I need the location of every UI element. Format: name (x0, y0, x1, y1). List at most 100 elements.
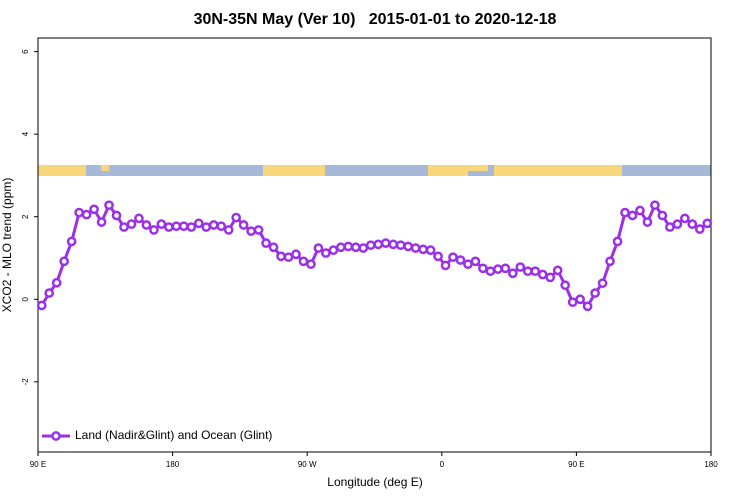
point (336, 242, 346, 253)
point (141, 220, 152, 230)
point (650, 200, 660, 211)
point (216, 221, 227, 232)
point (665, 222, 675, 232)
land-ocean-strip (38, 165, 711, 176)
point (545, 272, 556, 283)
point (552, 265, 563, 276)
point (575, 294, 585, 305)
point (321, 248, 331, 258)
point (373, 239, 384, 250)
point (425, 245, 436, 256)
point (463, 259, 473, 270)
point (74, 207, 84, 218)
point (478, 263, 488, 274)
ocean (38, 165, 711, 176)
point (582, 301, 593, 312)
point (306, 259, 316, 270)
land (38, 165, 86, 176)
legend-label: Land (Nadir&Glint) and Ocean (Glint) (75, 428, 272, 442)
point (620, 207, 630, 218)
x-tick-label: 180 (166, 460, 180, 469)
legend-marker (51, 431, 61, 441)
point (36, 300, 47, 311)
point (134, 213, 144, 224)
point (156, 219, 167, 230)
land (101, 165, 109, 171)
point (560, 280, 571, 291)
point (283, 252, 294, 263)
y-tick-label: 4 (21, 131, 30, 136)
point (350, 242, 361, 253)
point (530, 266, 541, 277)
point (246, 226, 256, 237)
point (657, 210, 668, 221)
y-tick-label: 6 (21, 49, 30, 54)
point (694, 224, 705, 234)
point (44, 288, 55, 298)
point (635, 205, 645, 216)
point (605, 256, 615, 267)
point (171, 221, 182, 232)
point (223, 225, 234, 235)
point (343, 241, 354, 252)
point (672, 219, 683, 230)
point (679, 213, 690, 224)
point (298, 256, 309, 267)
point (59, 256, 70, 267)
x-tick-label: 90 E (568, 460, 584, 469)
point (448, 252, 458, 263)
point (455, 255, 466, 265)
point (507, 268, 518, 279)
point (597, 278, 608, 289)
point (590, 288, 600, 298)
point (313, 243, 324, 253)
land (263, 165, 325, 176)
point (89, 204, 99, 215)
point (238, 220, 249, 230)
x-tick-label: 90 E (30, 460, 46, 469)
x-tick-label: 90 W (298, 460, 317, 469)
land (494, 165, 622, 176)
point (418, 244, 428, 255)
point (433, 251, 443, 262)
point (522, 266, 533, 277)
point (627, 210, 638, 221)
point (440, 260, 451, 271)
plot-frame (37, 37, 712, 453)
point (567, 297, 578, 308)
y-axis-label: XCO2 - MLO trend (ppm) (0, 178, 14, 313)
x-tick-label: 0 (440, 460, 445, 469)
point (365, 240, 376, 251)
point (208, 220, 219, 230)
point (410, 243, 421, 253)
point (186, 222, 197, 232)
x-tick-label: 180 (704, 460, 718, 469)
point (193, 218, 204, 229)
y-tick-label: 2 (21, 214, 30, 219)
point (500, 263, 511, 274)
point (81, 209, 92, 220)
point (515, 262, 526, 272)
point (388, 239, 399, 250)
point (328, 245, 339, 256)
chart-title: 30N-35N May (Ver 10) 2015-01-01 to 2020-… (194, 11, 557, 28)
point (268, 242, 279, 253)
point (96, 217, 107, 227)
point (485, 266, 496, 277)
point (395, 240, 406, 251)
point (403, 241, 413, 252)
point (291, 249, 301, 260)
land (468, 165, 488, 171)
point (126, 219, 137, 230)
point (261, 238, 271, 248)
point (642, 217, 653, 227)
point (702, 218, 713, 229)
point (231, 212, 242, 223)
point (178, 221, 189, 232)
point (687, 219, 698, 230)
y-tick-label: 0 (21, 297, 30, 302)
land (428, 165, 468, 176)
point (358, 243, 369, 253)
